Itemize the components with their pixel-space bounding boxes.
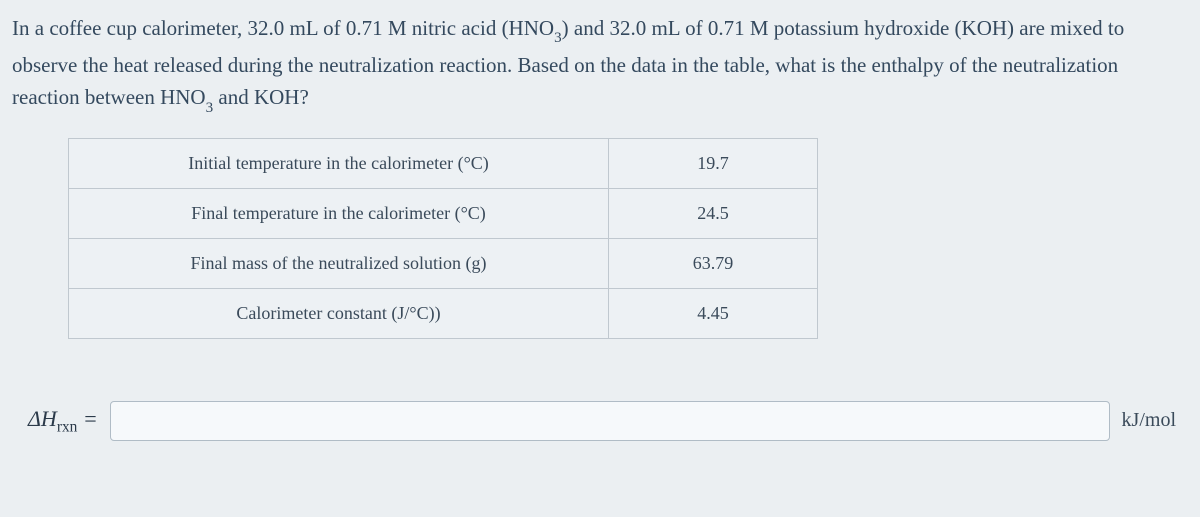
- rxn-sub: rxn: [57, 418, 78, 435]
- table-label: Calorimeter constant (J/°C)): [69, 289, 609, 338]
- enthalpy-input[interactable]: [110, 401, 1110, 441]
- answer-row: ΔHrxn = kJ/mol: [28, 401, 1182, 441]
- table-label: Final mass of the neutralized solution (…: [69, 239, 609, 288]
- table-value: 24.5: [609, 189, 817, 238]
- question-text: In a coffee cup calorimeter, 32.0 mL of …: [8, 12, 1182, 118]
- delta-char: Δ: [28, 406, 41, 431]
- unit-label: kJ/mol: [1122, 409, 1182, 432]
- delta-h-symbol: ΔHrxn =: [28, 406, 98, 436]
- table-row: Calorimeter constant (J/°C)) 4.45: [69, 289, 817, 338]
- table-label: Final temperature in the calorimeter (°C…: [69, 189, 609, 238]
- table-value: 19.7: [609, 139, 817, 188]
- data-table: Initial temperature in the calorimeter (…: [68, 138, 818, 339]
- table-value: 4.45: [609, 289, 817, 338]
- table-row: Initial temperature in the calorimeter (…: [69, 139, 817, 189]
- table-row: Final temperature in the calorimeter (°C…: [69, 189, 817, 239]
- h-char: H: [41, 406, 57, 431]
- table-row: Final mass of the neutralized solution (…: [69, 239, 817, 289]
- table-value: 63.79: [609, 239, 817, 288]
- table-label: Initial temperature in the calorimeter (…: [69, 139, 609, 188]
- equals-char: =: [77, 406, 97, 431]
